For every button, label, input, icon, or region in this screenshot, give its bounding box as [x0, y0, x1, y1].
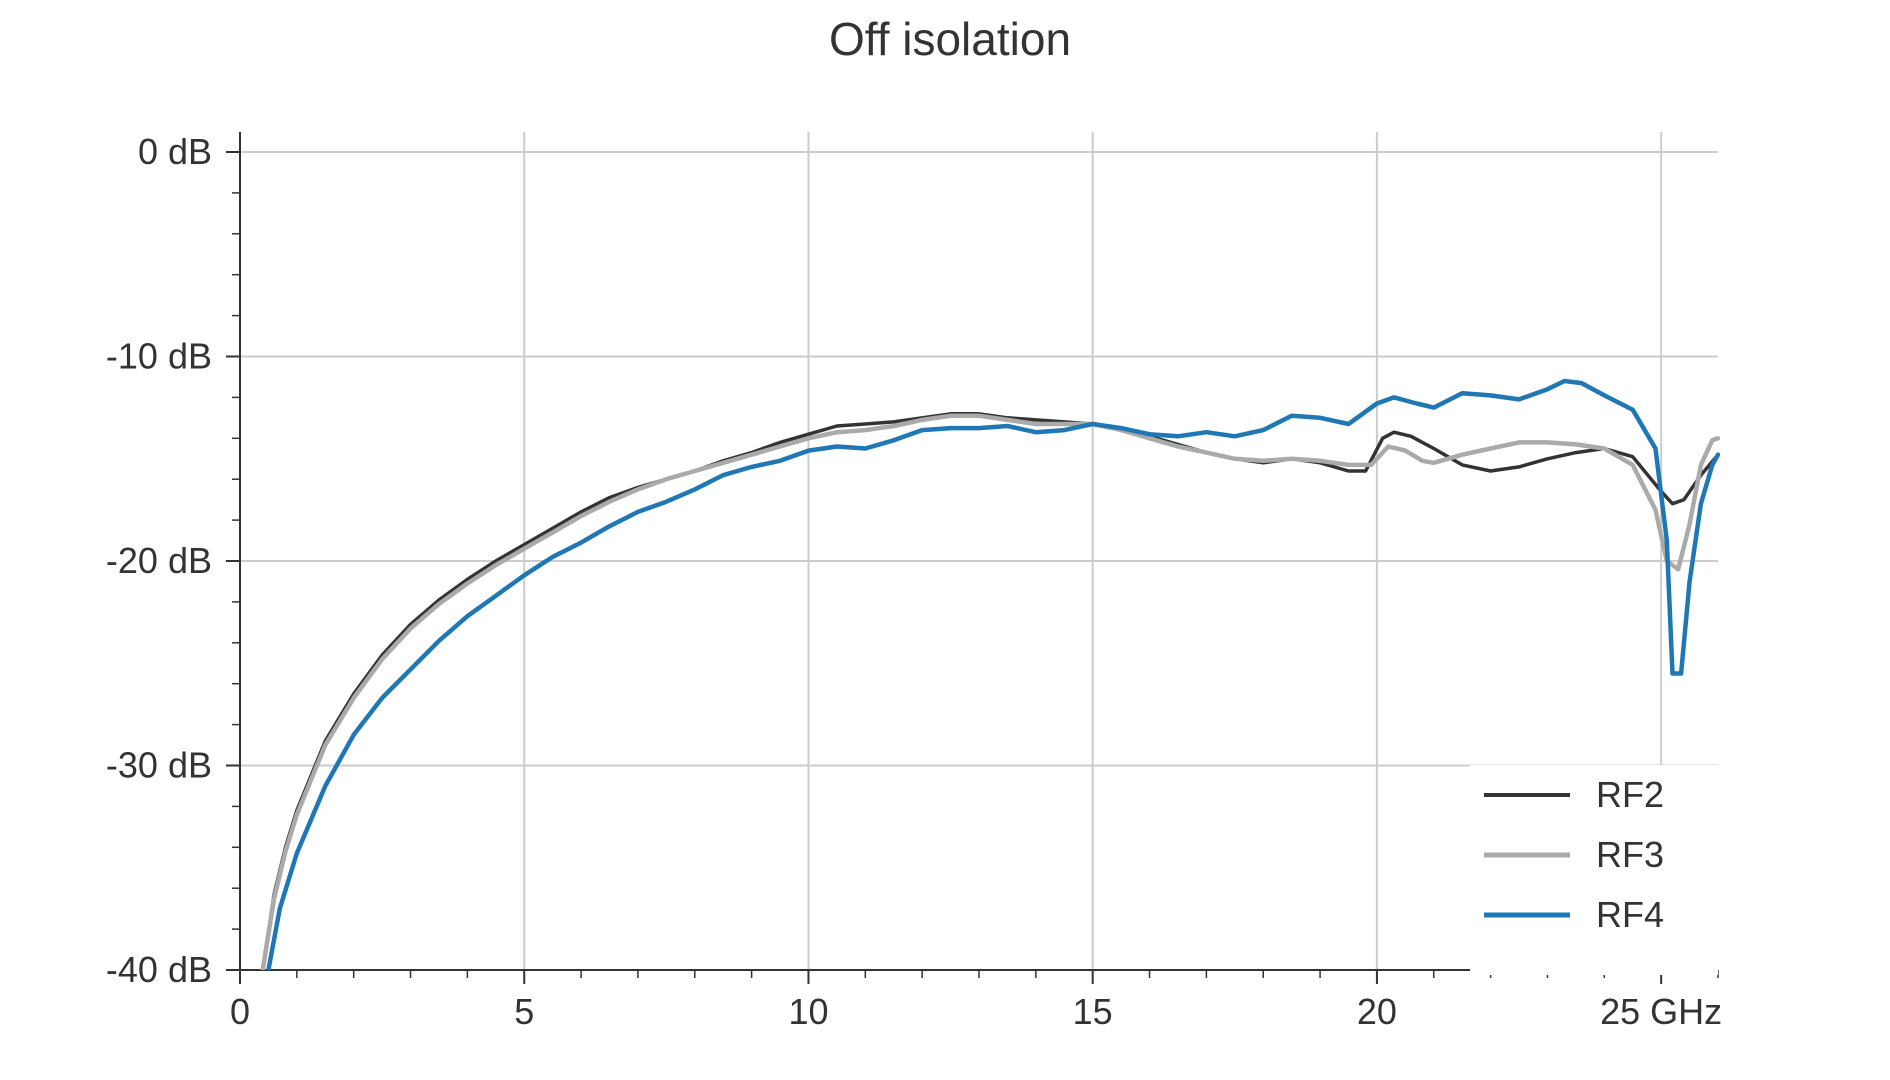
- axis-layer: 0 5 10 15 20 25 GHz 0 dB -10 dB -20 dB -30 dB -40 …: [106, 131, 1722, 1032]
- series-line-rf3: [260, 413, 1720, 970]
- y-tick-label-0: 0 dB: [138, 131, 212, 172]
- series-line-rf2: [260, 412, 1720, 970]
- y-tick-label-3: -30 dB: [106, 745, 212, 786]
- x-tick-label-3: 15: [1073, 991, 1113, 1032]
- x-tick-label-2: 10: [788, 991, 828, 1032]
- x-tick-label-4: 20: [1357, 991, 1397, 1032]
- chart-title: Off isolation: [829, 13, 1071, 65]
- legend-label-rf4: RF4: [1596, 894, 1664, 935]
- x-tick-label-0: 0: [230, 991, 250, 1032]
- series-line-rf4: [266, 378, 1720, 970]
- y-tick-label-1: -10 dB: [106, 336, 212, 377]
- x-tick-label-1: 5: [514, 991, 534, 1032]
- series-layer: [260, 378, 1720, 970]
- y-tick-label-4: -40 dB: [106, 949, 212, 990]
- legend-layer: RF2 RF3 RF4: [1470, 765, 1718, 975]
- legend-label-rf3: RF3: [1596, 834, 1664, 875]
- legend-box: [1470, 765, 1718, 975]
- y-tick-label-2: -20 dB: [106, 540, 212, 581]
- legend-label-rf2: RF2: [1596, 774, 1664, 815]
- x-tick-label-5: 25 GHz: [1600, 991, 1722, 1032]
